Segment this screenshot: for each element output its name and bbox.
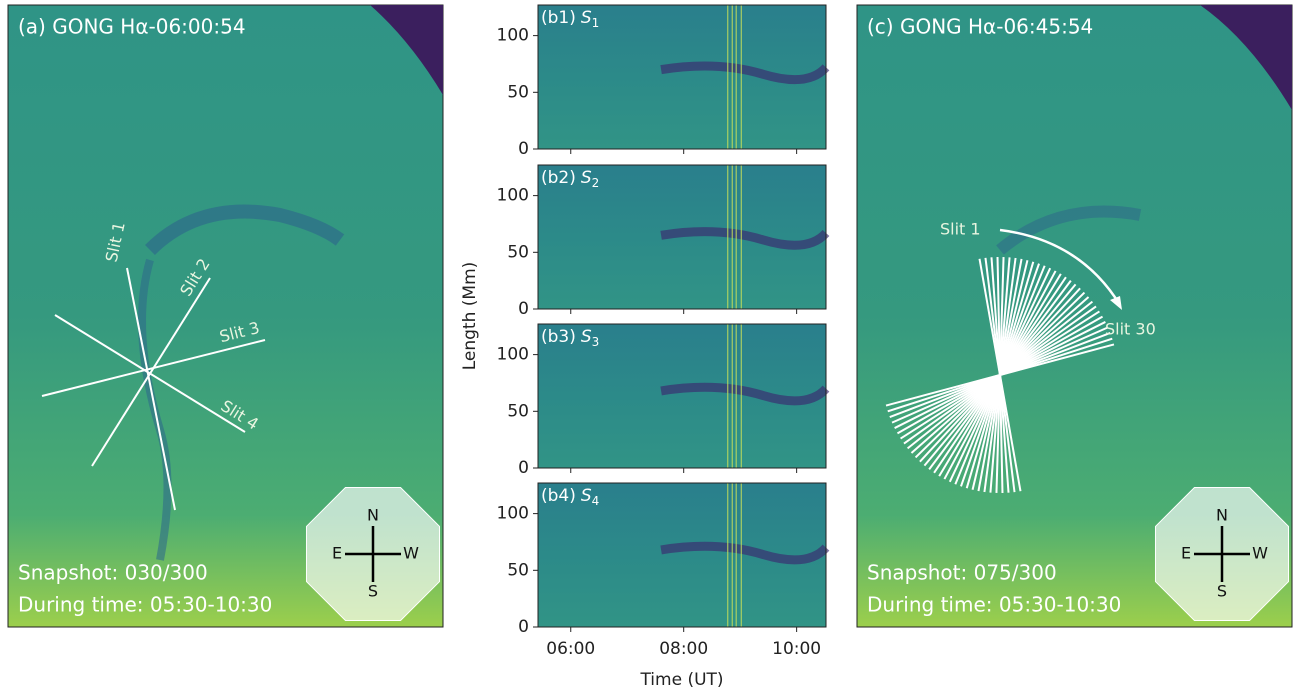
slit-sub: 4: [592, 494, 600, 508]
time-distance-panels: (b1)S1050100(b2)S2050100(b3)S3050100(b4)…: [497, 5, 826, 659]
slit-sub: 1: [592, 16, 600, 30]
y-tick-label: 0: [518, 139, 529, 159]
compass-n: N: [367, 506, 379, 525]
snapshot: Snapshot: 030/300: [18, 561, 208, 585]
snapshot: Snapshot: 075/300: [867, 561, 1057, 585]
label: (b3): [541, 327, 576, 347]
slit-label: Slit 1: [940, 220, 981, 239]
compass-s: S: [1217, 582, 1227, 601]
y-tick-label: 50: [507, 560, 529, 580]
y-axis-label: Length (Mm): [460, 262, 480, 371]
x-tick-label: 08:00: [659, 639, 708, 659]
panel-c: Slit 1 Slit 30 (c) GONG Hα-06:45:54 Snap…: [857, 5, 1292, 627]
panel-label: (b4)S4: [541, 486, 599, 508]
y-tick-label: 50: [507, 401, 529, 421]
compass-w: W: [403, 544, 419, 563]
compass-w: W: [1252, 544, 1268, 563]
x-tick-label: 06:00: [546, 639, 595, 659]
y-tick-label: 100: [497, 345, 529, 365]
panel-label: (b2)S2: [541, 168, 599, 190]
slit-name: S: [581, 168, 592, 188]
panel-label: (b3)S3: [541, 327, 599, 349]
y-tick-label: 0: [518, 617, 529, 637]
slit-sub: 3: [592, 335, 600, 349]
compass-e: E: [1181, 544, 1191, 563]
during-time: During time: 05:30-10:30: [18, 593, 272, 617]
panel-title: (c) GONG Hα-06:45:54: [867, 15, 1093, 39]
x-axis-label: Time (UT): [639, 670, 723, 690]
during-time: During time: 05:30-10:30: [867, 593, 1121, 617]
figure: (a) GONG Hα-06:00:54 Slit 1 Slit 2 Slit …: [0, 0, 1301, 694]
y-tick-label: 0: [518, 458, 529, 478]
compass: N S E W: [1155, 487, 1288, 620]
slit-label: Slit 30: [1105, 320, 1156, 339]
y-tick-label: 50: [507, 82, 529, 102]
y-tick-label: 100: [497, 186, 529, 206]
panel-a: (a) GONG Hα-06:00:54 Slit 1 Slit 2 Slit …: [8, 5, 443, 627]
y-tick-label: 100: [497, 504, 529, 524]
panel-label: (b1)S1: [541, 8, 599, 30]
compass-n: N: [1216, 506, 1228, 525]
label: (b4): [541, 486, 576, 506]
panel-title: (a) GONG Hα-06:00:54: [18, 15, 246, 39]
label: (b1): [541, 8, 576, 28]
compass-e: E: [332, 544, 342, 563]
compass: N S E W: [306, 487, 439, 620]
y-tick-label: 100: [497, 26, 529, 46]
y-tick-label: 0: [518, 299, 529, 319]
label: (b2): [541, 168, 576, 188]
slit-name: S: [581, 327, 592, 347]
x-tick-label: 10:00: [772, 639, 821, 659]
slit-sub: 2: [592, 176, 600, 190]
compass-s: S: [368, 582, 378, 601]
y-tick-label: 50: [507, 242, 529, 262]
slit-name: S: [581, 8, 592, 28]
slit-name: S: [581, 486, 592, 506]
